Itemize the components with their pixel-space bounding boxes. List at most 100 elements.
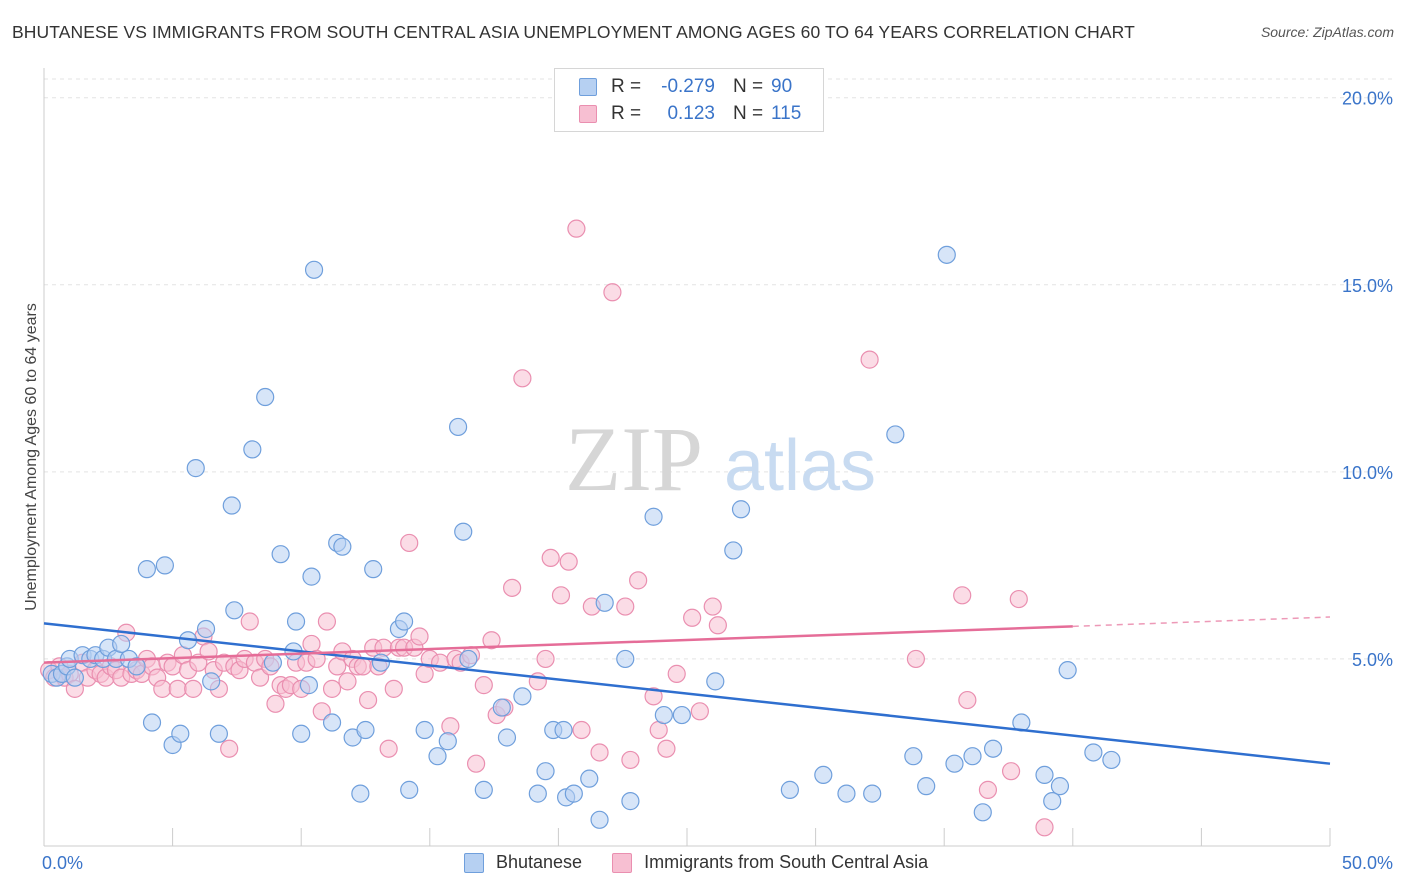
legend-label-immigrants: Immigrants from South Central Asia	[644, 852, 929, 872]
legend-r-label: R =	[611, 103, 642, 124]
data-point	[202, 672, 221, 691]
data-point	[978, 780, 998, 799]
data-point	[863, 784, 882, 803]
data-point	[1035, 765, 1054, 785]
data-point	[171, 724, 190, 743]
data-point	[333, 537, 352, 556]
data-point	[724, 541, 743, 560]
y-tick-label: 15.0%	[1342, 276, 1393, 296]
data-point	[708, 616, 727, 635]
series-bhutanese-points	[42, 245, 1121, 829]
data-point	[364, 560, 383, 579]
legend-item-immigrants[interactable]: Immigrants from South Central Asia	[612, 852, 928, 873]
data-point	[371, 653, 391, 672]
data-point	[302, 567, 321, 586]
legend-r-value: 0.123	[667, 103, 715, 124]
data-point	[629, 571, 648, 590]
data-point	[886, 425, 905, 444]
trend-lines	[43, 616, 1331, 765]
data-point	[184, 679, 203, 698]
data-point	[222, 496, 241, 515]
watermark-zip: ZIP	[565, 408, 703, 510]
data-point	[65, 668, 84, 687]
data-point	[953, 586, 972, 605]
data-point	[142, 713, 162, 732]
data-point	[572, 720, 591, 740]
data-point	[322, 679, 342, 698]
y-tick-label: 5.0%	[1352, 650, 1393, 670]
data-point	[945, 754, 964, 773]
data-point	[603, 283, 622, 302]
data-point	[906, 649, 926, 669]
data-point	[644, 507, 663, 526]
data-point	[186, 459, 205, 478]
data-point	[690, 702, 709, 721]
data-point	[410, 627, 429, 646]
data-point	[459, 649, 478, 669]
data-point	[474, 676, 493, 695]
data-point	[1001, 762, 1021, 781]
data-point	[317, 612, 337, 631]
data-point	[400, 533, 419, 553]
data-point	[394, 612, 414, 631]
data-point	[428, 747, 447, 766]
data-point	[958, 690, 977, 710]
data-point	[353, 657, 373, 676]
data-point	[266, 694, 285, 713]
data-point	[448, 417, 468, 437]
data-point	[559, 552, 578, 571]
data-point	[256, 387, 275, 407]
data-point	[400, 780, 419, 799]
data-point	[654, 705, 673, 725]
data-point	[937, 245, 956, 264]
axes	[43, 68, 1331, 847]
data-point	[621, 750, 640, 770]
data-point	[1050, 777, 1070, 796]
data-point	[1084, 743, 1103, 762]
data-point	[474, 780, 493, 799]
legend-r-label: R =	[611, 76, 642, 97]
data-point	[168, 679, 187, 698]
data-point	[814, 765, 833, 785]
data-point	[127, 657, 146, 676]
source-label: Source: ZipAtlas.com	[1260, 24, 1394, 40]
data-point	[706, 672, 725, 691]
data-point	[703, 597, 722, 616]
data-point	[153, 679, 172, 698]
data-point	[580, 769, 599, 788]
trend-extension-immigrants	[1072, 616, 1331, 628]
data-point	[454, 522, 473, 541]
data-point	[438, 732, 457, 751]
legend-swatch-pink	[612, 852, 633, 873]
data-point	[973, 803, 992, 822]
data-point	[137, 560, 156, 579]
data-point	[196, 619, 216, 639]
data-point	[338, 672, 357, 691]
data-point	[466, 754, 486, 773]
y-tick-label: 20.0%	[1342, 89, 1393, 109]
legend-swatch-pink	[579, 105, 597, 123]
legend-row-bhutanese: R = -0.279 N = 90	[579, 75, 792, 99]
legend-item-bhutanese[interactable]: Bhutanese	[464, 852, 582, 873]
y-axis-label: Unemployment Among Ages 60 to 64 years	[23, 303, 40, 611]
data-point	[299, 676, 319, 695]
data-point	[567, 219, 586, 238]
data-point	[616, 649, 635, 669]
data-point	[286, 612, 306, 631]
data-point	[1035, 818, 1054, 837]
data-point	[541, 548, 560, 568]
correlation-legend: R = -0.279 N = 90 R = 0.123 N = 115	[554, 68, 824, 132]
data-point	[595, 593, 614, 612]
data-point	[250, 668, 270, 687]
data-point	[358, 690, 378, 710]
data-point	[644, 687, 663, 706]
data-point	[672, 705, 691, 725]
data-point	[513, 687, 532, 706]
data-point	[209, 724, 228, 743]
data-point	[536, 649, 555, 669]
data-point	[1009, 589, 1028, 609]
data-point	[917, 777, 936, 796]
data-point	[780, 780, 799, 799]
data-point	[983, 739, 1003, 758]
data-point	[304, 260, 324, 279]
